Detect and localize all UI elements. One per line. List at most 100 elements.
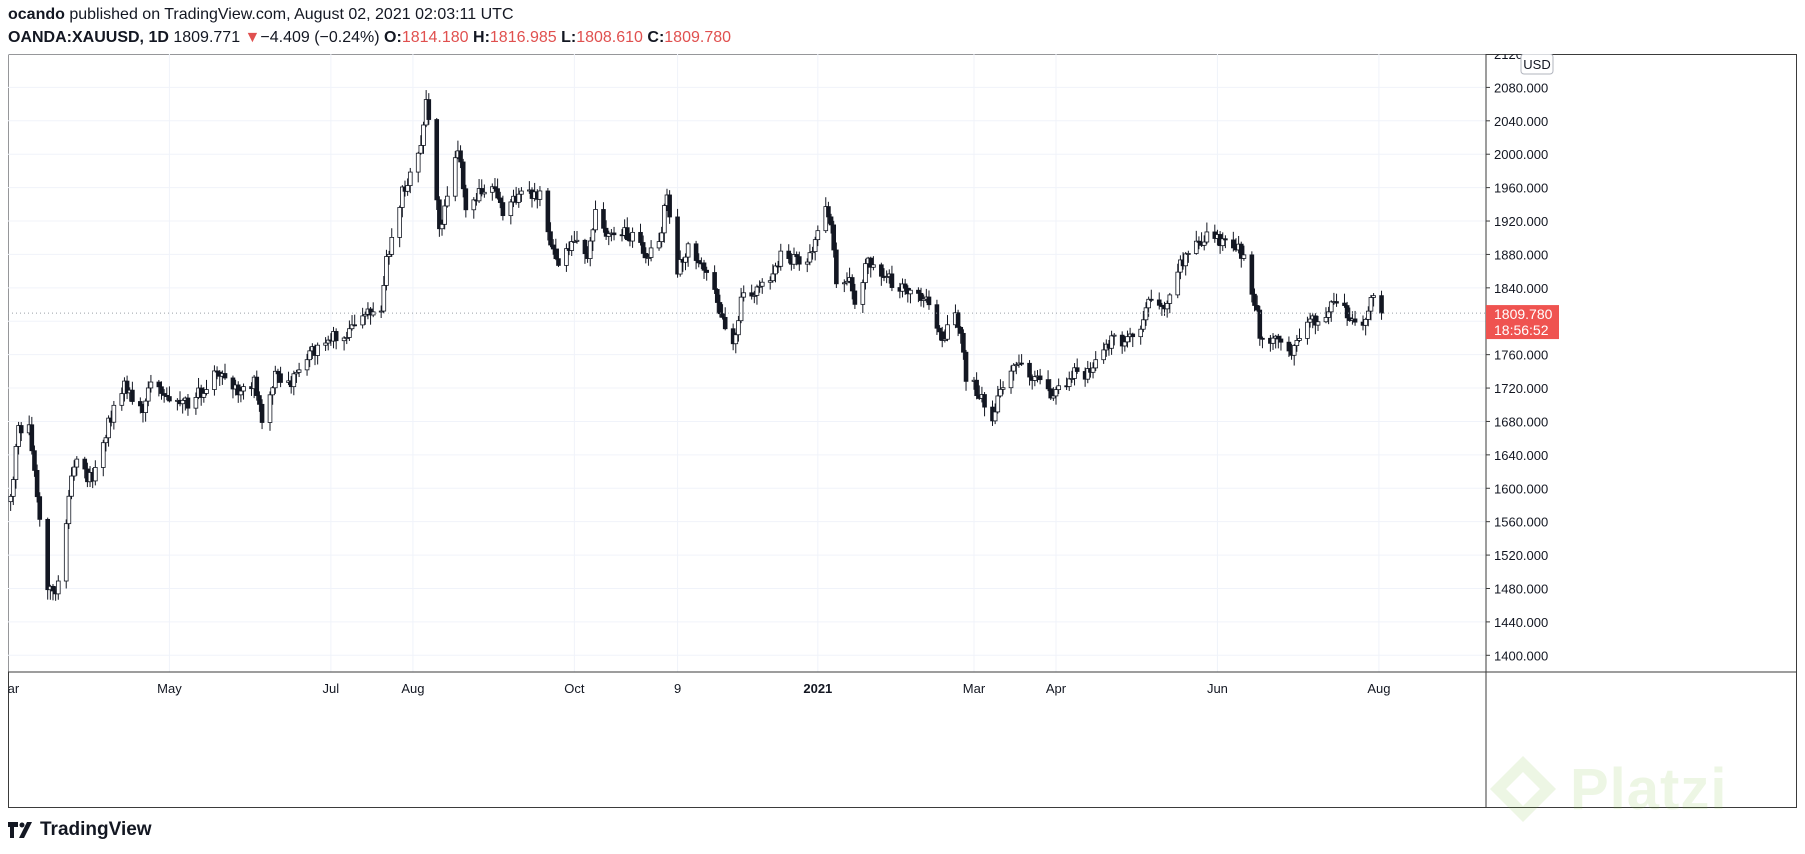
candle-body	[995, 395, 1001, 413]
candle-body	[601, 209, 606, 229]
candle-body	[1368, 297, 1374, 312]
candle-body	[937, 327, 942, 333]
candle-body	[918, 292, 924, 301]
candle-body	[1051, 395, 1056, 399]
candle-body	[1141, 319, 1146, 330]
candle-body	[156, 381, 162, 388]
candle-body	[693, 243, 699, 261]
candle-body	[1286, 341, 1292, 352]
candle-body	[180, 399, 185, 405]
candle-body	[1053, 389, 1059, 397]
candle-body	[955, 312, 961, 328]
candle-body	[606, 233, 612, 237]
candle-body	[275, 370, 281, 375]
candle-body	[992, 411, 998, 422]
candle-body	[826, 206, 831, 218]
candle-body	[834, 249, 839, 285]
candle-body	[823, 206, 829, 232]
candle-body	[754, 286, 760, 296]
candle-body	[341, 337, 347, 342]
candle-body	[1074, 367, 1080, 372]
tradingview-logo[interactable]: TradingView	[8, 816, 152, 844]
candle-body	[871, 264, 876, 268]
candle-body	[1125, 336, 1130, 343]
candle-body	[1159, 304, 1165, 307]
candle-body	[1122, 341, 1128, 347]
candle-body	[272, 370, 278, 389]
candle-body	[1037, 375, 1043, 381]
candle-body	[508, 201, 514, 217]
candle-body	[222, 373, 228, 379]
low-label: L:	[561, 29, 577, 46]
candle-body	[1066, 378, 1072, 387]
candle-body	[490, 186, 495, 193]
candle-body	[1249, 254, 1255, 295]
candle-body	[198, 387, 204, 398]
candle-body	[659, 232, 664, 243]
candle-body	[82, 458, 88, 470]
candle-body	[161, 393, 167, 396]
candle-body	[1130, 333, 1136, 338]
last-price: 1809.771	[173, 29, 241, 46]
candle-body	[37, 496, 43, 520]
candle-body	[749, 292, 754, 297]
candle-body	[1183, 253, 1188, 267]
candle-body	[270, 387, 275, 396]
candle-body	[1111, 334, 1117, 337]
candle-body	[1019, 362, 1024, 365]
candle-body	[230, 377, 236, 390]
candle-body	[63, 523, 69, 582]
price-tick-label: 2080.000	[1494, 80, 1548, 95]
candle-body	[1344, 305, 1350, 319]
author-name[interactable]: ocando	[8, 6, 65, 23]
candle-body	[961, 332, 966, 353]
candle-body	[291, 373, 297, 388]
candle-body	[405, 185, 410, 192]
symbol-name[interactable]: OANDA:XAUUSD, 1D	[8, 29, 169, 46]
candle-body	[1069, 378, 1075, 380]
candle-body	[852, 290, 858, 305]
candle-body	[1257, 309, 1263, 339]
candle-body	[476, 188, 482, 202]
candle-body	[841, 282, 847, 285]
candle-body	[849, 277, 855, 292]
candle-body	[556, 258, 561, 266]
candle-body	[794, 254, 799, 258]
candle-body	[16, 425, 21, 447]
candle-body	[323, 342, 328, 346]
candle-body	[720, 313, 725, 318]
candle-body	[463, 188, 469, 211]
candle-body	[434, 119, 440, 201]
candle-body	[804, 261, 810, 265]
price-tick-label: 1760.000	[1494, 348, 1548, 363]
time-axis: Mar May Jul Aug Oct 9 2021 Mar Apr Jun Aug	[8, 681, 1390, 696]
candlestick-chart[interactable]: 1400.000 1440.000 1480.000 1520.000 1560.000…	[8, 54, 1797, 808]
candle-body	[1270, 337, 1276, 344]
candle-body	[1156, 299, 1162, 306]
candle-body	[204, 389, 209, 394]
candle-body	[238, 390, 244, 396]
price-tick-label: 2000.000	[1494, 147, 1548, 162]
candle-body	[939, 331, 945, 341]
platzi-watermark-text: Platzi	[1570, 756, 1728, 822]
candle-body	[13, 446, 19, 480]
candle-body	[752, 294, 757, 297]
candle-body	[267, 394, 273, 423]
candle-body	[646, 257, 651, 259]
candle-body	[124, 380, 130, 394]
currency-badge[interactable]: USD	[1520, 54, 1554, 75]
candle-body	[347, 328, 352, 338]
tradingview-brand: TradingView	[40, 819, 152, 840]
candle-body	[1186, 253, 1191, 255]
candle-body	[773, 265, 778, 275]
candle-body	[786, 250, 792, 259]
candle-body	[1175, 271, 1181, 296]
candle-body	[812, 239, 818, 252]
candle-body	[497, 197, 503, 203]
open-value: 1814.180	[401, 29, 469, 46]
candle-body	[386, 253, 392, 257]
candle-body	[1027, 362, 1032, 378]
time-tick-label: Oct	[564, 681, 585, 696]
candle-body	[791, 254, 797, 265]
candle-body	[492, 186, 498, 190]
